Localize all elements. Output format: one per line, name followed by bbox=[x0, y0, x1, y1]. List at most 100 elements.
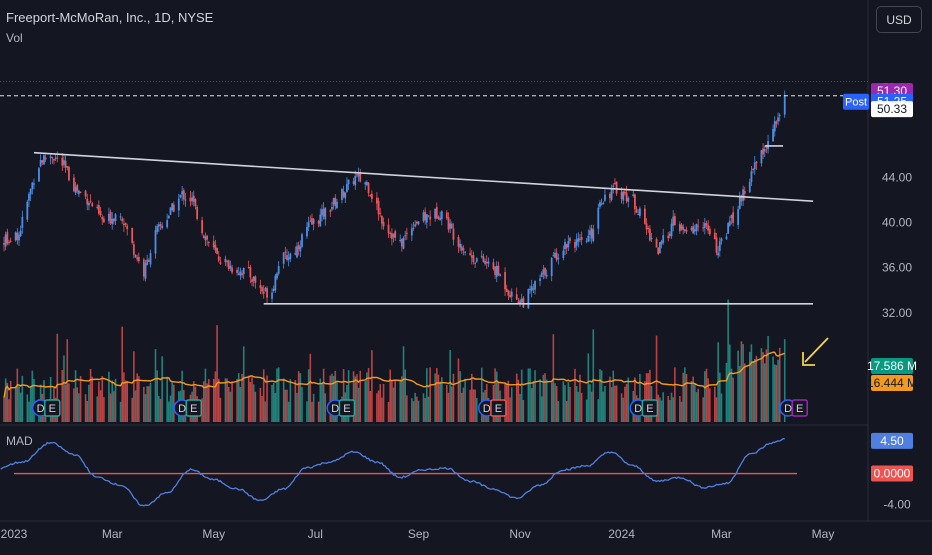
y-tick-label: 44.00 bbox=[882, 170, 912, 184]
volume-bar bbox=[429, 367, 431, 422]
volume-bar bbox=[762, 352, 764, 422]
candle-body bbox=[602, 202, 605, 205]
volume-bar bbox=[612, 370, 615, 422]
candle-body bbox=[121, 218, 124, 222]
volume-bar bbox=[33, 378, 35, 422]
candle-body bbox=[557, 257, 560, 259]
candle-body bbox=[667, 235, 670, 239]
volume-bar bbox=[126, 381, 128, 422]
candle-body bbox=[73, 177, 75, 192]
candle-body bbox=[227, 260, 230, 269]
candle-body bbox=[579, 238, 581, 240]
volume-bar bbox=[226, 378, 228, 422]
candle-body bbox=[294, 252, 297, 255]
candle-body bbox=[79, 191, 82, 193]
candle-body bbox=[207, 241, 210, 243]
candle-body bbox=[369, 194, 372, 196]
volume-bar bbox=[332, 376, 335, 422]
candle-body bbox=[144, 263, 147, 279]
candle-body bbox=[400, 238, 403, 247]
volume-bar bbox=[282, 378, 285, 422]
candle-body bbox=[457, 236, 460, 247]
candle-body bbox=[3, 243, 5, 245]
candle-body bbox=[693, 229, 696, 232]
candle-body bbox=[697, 225, 700, 227]
volume-bar bbox=[495, 371, 498, 422]
volume-bar bbox=[470, 373, 473, 422]
volume-bar bbox=[214, 371, 217, 422]
volume-bar bbox=[204, 368, 207, 422]
volume-bar bbox=[704, 371, 706, 422]
dividend-marker-label: D bbox=[178, 403, 186, 415]
volume-bar bbox=[212, 378, 215, 422]
volume-bar bbox=[133, 351, 135, 422]
volume-bar bbox=[356, 374, 358, 422]
volume-bar bbox=[399, 379, 401, 422]
volume-bar bbox=[434, 373, 436, 422]
volume-label[interactable]: Vol bbox=[6, 31, 23, 45]
volume-bar bbox=[509, 397, 511, 422]
candle-body bbox=[627, 198, 630, 202]
volume-bar bbox=[579, 374, 581, 422]
candle-body bbox=[540, 273, 543, 278]
volume-bar bbox=[540, 396, 543, 422]
volume-bar bbox=[219, 397, 222, 422]
volume-bar bbox=[111, 380, 114, 422]
candle-body bbox=[474, 262, 477, 264]
candle-body bbox=[504, 271, 506, 290]
candle-body bbox=[530, 286, 533, 291]
volume-bar bbox=[74, 370, 77, 422]
volume-bar bbox=[436, 368, 438, 422]
candle-body bbox=[166, 220, 169, 228]
candle-body bbox=[682, 226, 685, 230]
candle-body bbox=[247, 266, 250, 268]
candle-body bbox=[414, 224, 417, 227]
candle-body bbox=[354, 175, 357, 186]
volume-bar bbox=[667, 395, 670, 422]
mad-label[interactable]: MAD bbox=[6, 434, 33, 448]
volume-bar bbox=[615, 385, 618, 422]
volume-bar bbox=[261, 395, 263, 422]
volume-bar bbox=[775, 365, 778, 422]
volume-bar bbox=[136, 373, 138, 422]
volume-bar bbox=[763, 363, 766, 422]
volume-bar bbox=[462, 387, 465, 422]
currency-button[interactable]: USD bbox=[876, 6, 922, 33]
candle-body bbox=[522, 297, 525, 308]
candle-body bbox=[750, 171, 753, 182]
candle-body bbox=[472, 254, 475, 262]
volume-bar bbox=[202, 381, 205, 422]
candle-body bbox=[86, 198, 89, 205]
volume-bar bbox=[649, 369, 651, 422]
candle-body bbox=[154, 230, 157, 254]
x-tick-label: Jul bbox=[308, 527, 323, 541]
candle-body bbox=[574, 242, 576, 248]
candle-body bbox=[517, 301, 520, 304]
candle-body bbox=[191, 197, 194, 202]
volume-bar bbox=[714, 386, 716, 422]
volume-bar bbox=[266, 375, 268, 422]
candle-body bbox=[459, 243, 462, 248]
candle-body bbox=[43, 155, 45, 165]
volume-bar bbox=[3, 397, 5, 422]
candle-body bbox=[161, 225, 164, 229]
volume-bar bbox=[719, 372, 721, 422]
earnings-marker bbox=[490, 399, 507, 417]
candle-body bbox=[329, 210, 332, 212]
volume-bar bbox=[725, 362, 728, 422]
volume-bar bbox=[254, 391, 257, 422]
volume-bar bbox=[552, 334, 555, 422]
candle-body bbox=[331, 206, 333, 210]
candle-body bbox=[487, 261, 490, 264]
candle-body bbox=[171, 203, 174, 211]
candle-body bbox=[217, 256, 220, 261]
symbol-title[interactable]: Freeport-McMoRan, Inc., 1D, NYSE bbox=[6, 10, 214, 25]
level-badge-bg bbox=[871, 101, 913, 118]
candle-body bbox=[737, 209, 740, 225]
candle-body bbox=[599, 202, 601, 207]
volume-bar bbox=[119, 401, 122, 422]
post-label-bg bbox=[843, 93, 869, 110]
candle-body bbox=[346, 183, 348, 192]
